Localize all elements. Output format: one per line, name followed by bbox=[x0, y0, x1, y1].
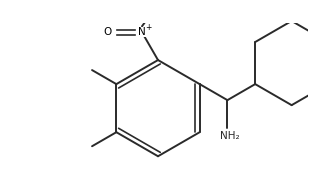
Text: O: O bbox=[104, 27, 112, 37]
Text: NH₂: NH₂ bbox=[220, 131, 239, 141]
Text: N: N bbox=[138, 27, 146, 37]
Text: +: + bbox=[145, 23, 152, 32]
Text: O: O bbox=[154, 0, 162, 1]
